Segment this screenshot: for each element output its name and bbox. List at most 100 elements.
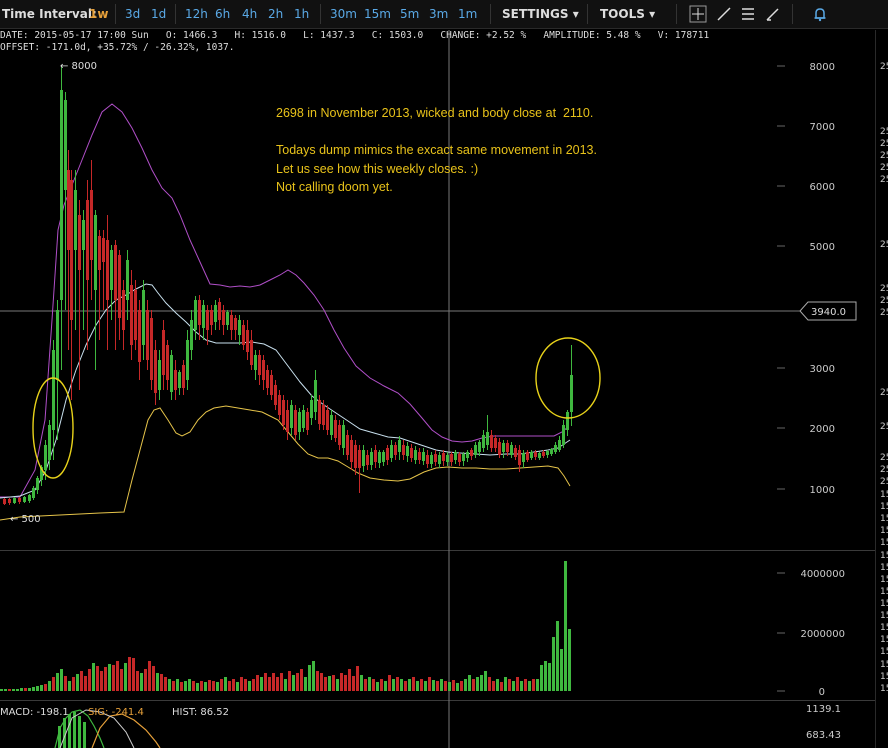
fib-tool-icon[interactable]	[738, 4, 758, 24]
candle-body	[190, 320, 193, 350]
volume-bar	[536, 679, 539, 691]
volume-bar	[24, 688, 27, 691]
volume-tick-label: 2000000	[800, 629, 845, 640]
brush-icon[interactable]	[762, 4, 782, 24]
candle-body	[294, 410, 297, 435]
interval-2h[interactable]: 2h	[268, 7, 284, 21]
ohlc-info-bar: DATE: 2015-05-17 17:00 Sun O: 1466.3 H: …	[0, 30, 800, 54]
annotation-line: 2698 in November 2013, wicked and body c…	[276, 106, 594, 120]
interval-12h[interactable]: 12h	[185, 7, 208, 21]
adjacent-axis-label: 15	[880, 660, 888, 670]
candle-body	[354, 445, 357, 468]
adjacent-axis-label: 25	[880, 296, 888, 306]
volume-bar	[408, 679, 411, 691]
candle-body	[326, 410, 329, 430]
candle-body	[298, 412, 301, 432]
candle-body	[562, 425, 565, 445]
adjacent-axis-label: 25	[880, 453, 888, 463]
interval-1m[interactable]: 1m	[458, 7, 478, 21]
interval-3m[interactable]: 3m	[429, 7, 449, 21]
interval-5m[interactable]: 5m	[400, 7, 420, 21]
candle-body	[534, 452, 537, 457]
macd-label: MACD: -198.1	[0, 707, 69, 718]
candle-body	[182, 365, 185, 388]
volume-bar	[412, 677, 415, 691]
candle-body	[550, 449, 553, 454]
candle-body	[28, 495, 31, 501]
candle-body	[258, 355, 261, 375]
line-tool-icon[interactable]	[714, 4, 734, 24]
candle-body	[82, 220, 85, 250]
drawn-circle-current[interactable]	[535, 337, 601, 419]
adjacent-axis-label: 25	[880, 477, 888, 487]
candle-body	[494, 438, 497, 448]
interval-6h[interactable]: 6h	[215, 7, 231, 21]
volume-bar	[8, 689, 11, 691]
candle-body	[474, 445, 477, 455]
volume-bar	[400, 679, 403, 691]
candle-body	[64, 100, 67, 190]
volume-bar	[232, 679, 235, 691]
interval-3d[interactable]: 3d	[125, 7, 141, 21]
chart-annotation-text[interactable]: 2698 in November 2013, wicked and body c…	[276, 104, 597, 197]
interval-1d[interactable]: 1d	[151, 7, 167, 21]
crosshair-icon[interactable]	[688, 4, 708, 24]
toolbar-separator	[587, 4, 588, 24]
volume-bar	[512, 681, 515, 691]
volume-bar	[112, 665, 115, 691]
candle-body	[446, 455, 449, 462]
candle-body	[502, 443, 505, 452]
volume-bar	[72, 677, 75, 691]
drawn-circle-2013[interactable]	[32, 377, 74, 479]
adjacent-axis-label: 15	[880, 502, 888, 512]
candle-body	[274, 385, 277, 405]
adjacent-axis-label: 15	[880, 514, 888, 524]
volume-bar	[564, 561, 567, 691]
volume-bar	[556, 621, 559, 691]
volume-bars	[0, 561, 571, 691]
adjacent-axis-label: 15	[880, 647, 888, 657]
settings-menu[interactable]: SETTINGS ▾	[502, 0, 579, 28]
candle-body	[106, 240, 109, 300]
candle-body	[458, 454, 461, 462]
interval-1h[interactable]: 1h	[294, 7, 310, 21]
volume-bar	[4, 689, 7, 691]
volume-bar	[544, 661, 547, 691]
volume-bar	[264, 673, 267, 691]
interval-1w[interactable]: 1w	[89, 7, 109, 21]
volume-bar	[324, 677, 327, 691]
interval-15m[interactable]: 15m	[364, 7, 391, 21]
volume-bar	[200, 681, 203, 691]
candle-body	[142, 290, 145, 345]
price-axis: 8000 7000 6000 5000 3000 2000 1000 3940.…	[777, 62, 857, 496]
candle-body	[302, 410, 305, 428]
volume-bar	[60, 669, 63, 691]
interval-4h[interactable]: 4h	[242, 7, 258, 21]
alert-bell-icon[interactable]	[810, 4, 830, 24]
candle-body	[218, 302, 221, 320]
candle-body	[442, 453, 445, 461]
adjacent-axis-label: 15	[880, 623, 888, 633]
adjacent-axis-label: 15	[880, 587, 888, 597]
volume-bar	[560, 649, 563, 691]
volume-bar	[196, 683, 199, 691]
tools-menu[interactable]: TOOLS ▾	[600, 0, 655, 28]
macd-bar	[83, 722, 86, 748]
adjacent-axis-label: 15	[880, 672, 888, 682]
candle-body	[70, 180, 73, 320]
volume-bar	[332, 675, 335, 691]
candle-body	[102, 238, 105, 262]
adjacent-axis-label: 25	[880, 240, 888, 250]
adjacent-axis-label: 15	[880, 635, 888, 645]
candle-body	[510, 445, 513, 455]
interval-30m[interactable]: 30m	[330, 7, 357, 21]
chevron-down-icon: ▾	[649, 7, 656, 21]
volume-bar	[20, 688, 23, 691]
volume-bar	[176, 679, 179, 691]
volume-bar	[372, 679, 375, 691]
candle-body	[150, 318, 153, 380]
candle-body	[402, 445, 405, 455]
price-tick-label: 3000	[810, 364, 835, 375]
candle-body	[40, 467, 43, 480]
